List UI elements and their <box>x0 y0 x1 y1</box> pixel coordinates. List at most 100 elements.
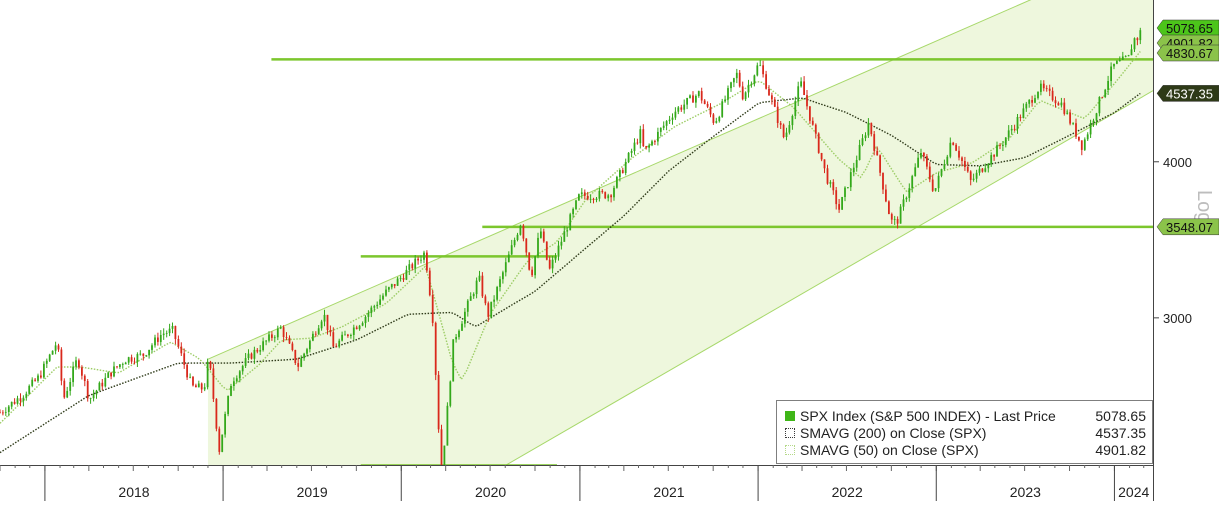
price-candle-body <box>791 116 794 126</box>
price-candle-body <box>826 168 829 184</box>
price-candle-body <box>844 187 846 197</box>
price-candle-body <box>177 339 180 347</box>
price-candle-body <box>1019 117 1022 118</box>
price-candle-body <box>513 240 516 246</box>
price-candle-body <box>718 116 721 122</box>
price-candle-body <box>75 360 77 367</box>
price-candle-body <box>852 167 855 173</box>
price-candle-body <box>370 307 373 314</box>
price-candle-body <box>949 142 952 157</box>
price-candle-body <box>1002 144 1004 146</box>
chart-legend: SPX Index (S&P 500 INDEX) - Last Price 5… <box>776 400 1153 464</box>
price-candle-body <box>496 287 498 300</box>
price-candle-body <box>399 278 402 279</box>
price-candle-body <box>364 316 367 324</box>
price-candle-body <box>882 172 884 190</box>
price-candle-body <box>405 269 408 280</box>
price-candle-body <box>700 91 703 101</box>
price-candle-body <box>1051 90 1054 101</box>
price-candle-body <box>712 114 715 123</box>
price-candle-body <box>1130 49 1133 56</box>
price-candle-body <box>686 98 688 105</box>
price-candle-body <box>1124 56 1127 57</box>
price-candle-body <box>619 170 621 177</box>
legend-swatch-sma50 <box>785 444 795 455</box>
price-candle-body <box>28 385 31 394</box>
price-candle-body <box>136 354 139 362</box>
price-candle-body <box>958 150 960 158</box>
price-candle-body <box>1034 98 1036 103</box>
price-candle-body <box>820 153 823 160</box>
price-tag-label: 4830.67 <box>1166 46 1213 61</box>
price-candle-body <box>69 382 72 391</box>
price-candle-body <box>408 264 411 270</box>
price-candle-body <box>1116 61 1118 64</box>
price-candle-body <box>1121 56 1124 60</box>
price-tag-0: 5078.65 <box>1156 19 1219 37</box>
price-candle-body <box>350 335 352 336</box>
price-candle-body <box>657 131 659 142</box>
price-tag-label: 3548.07 <box>1166 220 1213 235</box>
price-candle-body <box>1066 112 1069 114</box>
price-candle-body <box>317 328 320 335</box>
price-candle-body <box>487 303 490 317</box>
price-candle-body <box>654 141 656 143</box>
price-candle-body <box>1010 128 1013 131</box>
price-candle-body <box>616 176 618 188</box>
legend-value-sma200: 4537.35 <box>1095 424 1146 441</box>
price-candle-body <box>809 106 811 121</box>
price-candle-body <box>189 376 191 378</box>
price-candle-body <box>285 337 288 338</box>
price-candle-body <box>870 122 873 135</box>
price-candle-body <box>1092 120 1095 123</box>
x-axis-bg <box>0 465 1219 501</box>
price-candle-body <box>969 171 972 180</box>
price-candle-body <box>955 144 957 151</box>
price-candle-body <box>1098 97 1101 114</box>
price-candle-body <box>999 145 1001 146</box>
price-candle-body <box>212 368 215 399</box>
price-candle-body <box>98 382 101 391</box>
price-candle-body <box>288 337 291 344</box>
price-candle-body <box>502 272 504 280</box>
price-candle-body <box>738 72 741 87</box>
price-candle-body <box>849 172 852 188</box>
x-tick-label-2023: 2023 <box>1010 484 1041 500</box>
price-candle-body <box>572 208 574 215</box>
price-candle-body <box>741 86 744 100</box>
price-candle-body <box>630 151 633 153</box>
price-candle-body <box>13 401 16 404</box>
price-candle-body <box>917 157 919 168</box>
price-candle-body <box>1022 108 1025 118</box>
price-candle-body <box>1104 89 1107 97</box>
price-candle-body <box>940 169 943 176</box>
price-candle-body <box>34 379 36 381</box>
price-candle-body <box>83 375 86 381</box>
price-candle-body <box>215 398 218 429</box>
legend-row-sma200: SMAVG (200) on Close (SPX) 4537.35 <box>785 424 1146 441</box>
price-candle-body <box>63 380 66 398</box>
price-candle-body <box>972 178 975 180</box>
price-candle-body <box>16 398 19 404</box>
price-candle-body <box>344 334 346 336</box>
price-candle-body <box>86 381 89 399</box>
price-candle-body <box>2 412 4 414</box>
price-tag-3: 4537.35 <box>1156 85 1219 102</box>
price-candle-body <box>811 120 814 125</box>
price-candle-body <box>633 142 636 151</box>
price-candle-body <box>431 295 434 323</box>
price-candle-body <box>291 343 294 350</box>
price-candle-body <box>326 314 329 331</box>
price-candles <box>0 27 1142 465</box>
price-candle-body <box>43 363 45 378</box>
price-candle-body <box>265 340 267 342</box>
price-candle-body <box>81 367 83 376</box>
price-candle-body <box>639 129 642 144</box>
price-candle-body <box>484 296 487 304</box>
price-candle-body <box>1057 103 1060 106</box>
price-candle-body <box>165 333 168 334</box>
price-candle-body <box>636 142 639 144</box>
price-candle-body <box>814 124 817 134</box>
price-candle-body <box>697 91 700 96</box>
price-candle-body <box>1054 100 1057 104</box>
